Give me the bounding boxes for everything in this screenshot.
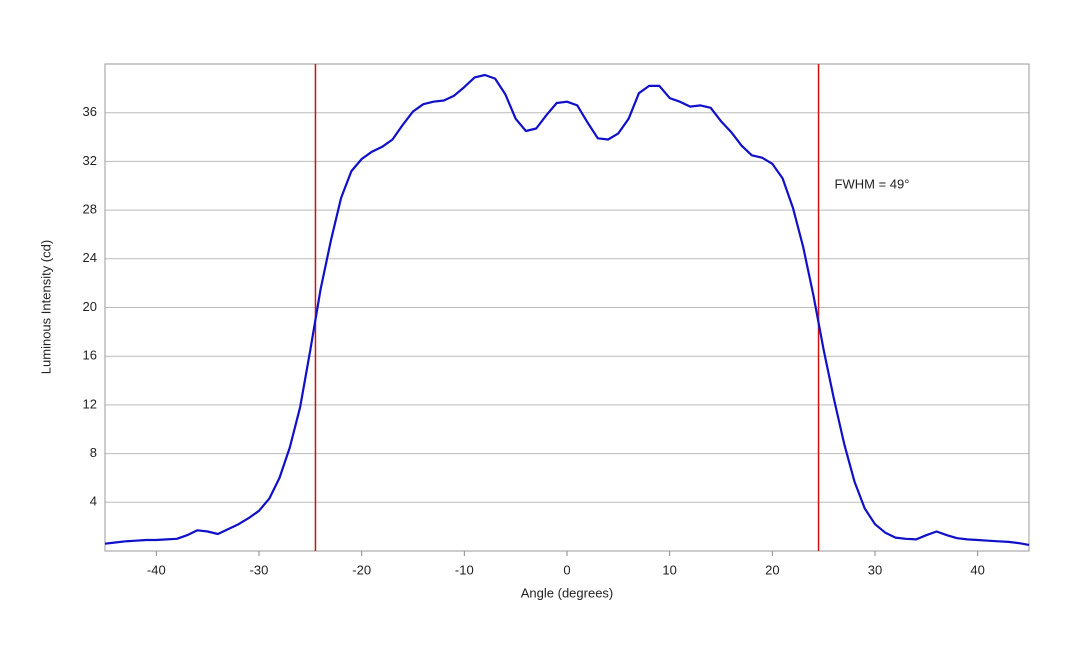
x-tick-label: 0 [563, 562, 570, 577]
x-tick-label: 30 [868, 562, 882, 577]
x-tick-label: 40 [970, 562, 984, 577]
y-axis-label: Luminous Intensity (cd) [38, 240, 53, 374]
x-tick-label: -40 [147, 562, 166, 577]
x-tick-label: -30 [250, 562, 269, 577]
y-tick-label: 32 [83, 153, 97, 168]
x-tick-label: -20 [352, 562, 371, 577]
y-tick-label: 28 [83, 202, 97, 217]
x-axis-label: Angle (degrees) [521, 585, 614, 600]
x-tick-label: 10 [662, 562, 676, 577]
x-tick-label: 20 [765, 562, 779, 577]
y-tick-label: 12 [83, 396, 97, 411]
y-tick-label: 24 [83, 250, 97, 265]
annotation: FWHM = 49° [835, 176, 910, 191]
y-tick-label: 16 [83, 348, 97, 363]
y-tick-label: 8 [90, 445, 97, 460]
plot-frame [104, 63, 1030, 552]
data-line [104, 73, 1030, 546]
y-tick-label: 4 [90, 494, 97, 509]
x-tick-label: -10 [455, 562, 474, 577]
y-tick-label: 20 [83, 299, 97, 314]
y-tick-label: 36 [83, 104, 97, 119]
